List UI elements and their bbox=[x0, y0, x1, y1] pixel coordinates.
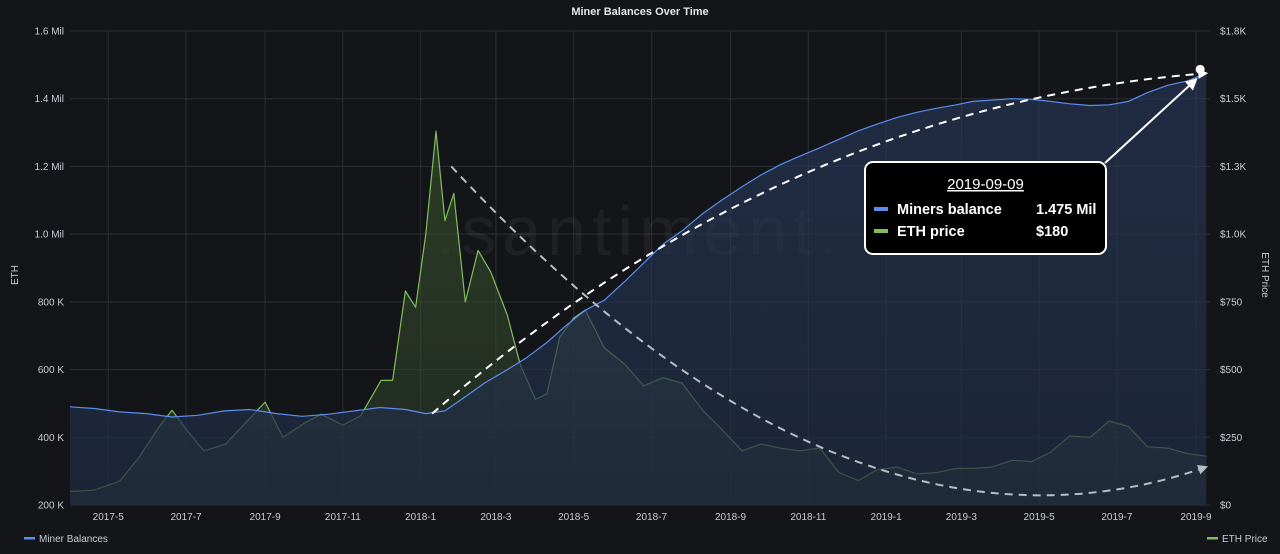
axes: 200 K 400 K 600 K 800 K 1.0 Mil 1.2 Mil 1.4 Mi… bbox=[35, 27, 1247, 524]
series-line-miner-balances bbox=[69, 72, 1207, 418]
y-left-tick-label: 1.4 Mil bbox=[35, 94, 64, 105]
legend-item-eth-price[interactable]: ETH Price bbox=[1207, 534, 1268, 545]
x-tick-label: 2018-9 bbox=[715, 512, 747, 523]
y-right-tick-label: $0 bbox=[1220, 501, 1232, 512]
x-tick-label: 2019-9 bbox=[1180, 512, 1212, 523]
y-left-tick-label: 800 K bbox=[38, 297, 64, 308]
y-right-tick-label: $250 bbox=[1220, 433, 1243, 444]
y-left-tick-label: 200 K bbox=[38, 501, 64, 512]
legend-swatch-eth-price bbox=[1207, 537, 1218, 540]
annotation-row-label: ETH price bbox=[897, 224, 965, 240]
legend: Miner Balances ETH Price bbox=[24, 534, 1268, 545]
annotation-row-label: Miners balance bbox=[897, 202, 1002, 218]
x-tick-label: 2019-3 bbox=[946, 512, 978, 523]
trend-arrows bbox=[431, 68, 1209, 497]
annotation-row-value: $180 bbox=[1036, 224, 1068, 240]
y-right-tick-label: $1.5K bbox=[1220, 94, 1246, 105]
y-right-tick-label: $500 bbox=[1220, 365, 1243, 376]
annotation-date: 2019-09-09 bbox=[947, 176, 1024, 193]
y-right-tick-label: $1.3K bbox=[1220, 162, 1246, 173]
y-right-tick-label: $750 bbox=[1220, 297, 1243, 308]
trend-arrow bbox=[431, 68, 1209, 415]
y-right-tick-label: $1.8K bbox=[1220, 27, 1246, 38]
x-tick-label: 2019-7 bbox=[1101, 512, 1133, 523]
legend-item-miner-balances[interactable]: Miner Balances bbox=[24, 534, 108, 545]
annotation-row-value: 1.475 Mil bbox=[1036, 202, 1096, 218]
legend-label-eth-price: ETH Price bbox=[1222, 534, 1268, 545]
x-tick-label: 2018-11 bbox=[790, 512, 826, 523]
annotation-swatch bbox=[874, 229, 888, 233]
x-tick-label: 2018-1 bbox=[405, 512, 437, 523]
x-tick-label: 2017-11 bbox=[325, 512, 361, 523]
y-left-tick-label: 1.6 Mil bbox=[35, 27, 64, 38]
x-tick-label: 2018-7 bbox=[636, 512, 668, 523]
x-tick-label: 2018-3 bbox=[480, 512, 512, 523]
x-tick-label: 2017-5 bbox=[93, 512, 125, 523]
series-layer bbox=[69, 72, 1207, 506]
x-tick-label: 2017-7 bbox=[170, 512, 202, 523]
annotation-pointer bbox=[1104, 77, 1198, 164]
annotation-swatch bbox=[874, 207, 888, 211]
x-tick-label: 2019-1 bbox=[871, 512, 903, 523]
legend-label-miner-balances: Miner Balances bbox=[39, 534, 108, 545]
x-tick-label: 2018-5 bbox=[558, 512, 590, 523]
y-left-tick-label: 1.2 Mil bbox=[35, 162, 64, 173]
trend-arrow bbox=[450, 165, 1209, 497]
annotation-point bbox=[1195, 64, 1205, 74]
y-left-tick-label: 1.0 Mil bbox=[35, 230, 64, 241]
series-area-miner-balances bbox=[70, 73, 1207, 506]
legend-swatch-miner-balances bbox=[24, 537, 35, 540]
y-left-axis-label: ETH bbox=[10, 265, 21, 285]
y-left-tick-label: 600 K bbox=[38, 365, 64, 376]
annotation-callout: 2019-09-09 Miners balance 1.475 Mil ETH pri… bbox=[864, 64, 1205, 255]
y-left-tick-label: 400 K bbox=[38, 433, 64, 444]
x-tick-label: 2019-5 bbox=[1024, 512, 1056, 523]
annotation-box bbox=[864, 161, 1107, 255]
x-tick-label: 2017-9 bbox=[250, 512, 282, 523]
y-right-tick-label: $1.0K bbox=[1220, 230, 1246, 241]
y-right-axis-label: ETH Price bbox=[1259, 252, 1270, 298]
chart-title: Miner Balances Over Time bbox=[571, 6, 708, 18]
